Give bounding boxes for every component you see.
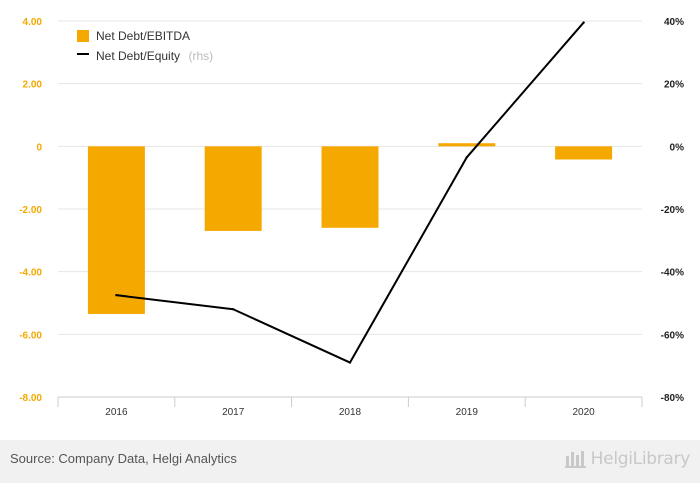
right-tick-label: 40% xyxy=(664,17,684,28)
library-icon xyxy=(564,451,586,468)
right-tick-label: -60% xyxy=(661,330,684,341)
helgi-library-logo[interactable]: HelgiLibrary xyxy=(564,449,691,469)
x-tick-label: 2019 xyxy=(456,407,479,418)
right-tick-label: -80% xyxy=(661,393,684,404)
left-tick-label: -6.00 xyxy=(19,330,42,341)
bar-2016 xyxy=(87,146,145,314)
combo-chart: 4.00 2.00 0 -2.00 -4.00 -6.00 -8.00 40% 20% 0% -2… xyxy=(19,17,684,418)
line-point-2017 xyxy=(232,308,235,311)
left-tick-label: 4.00 xyxy=(23,17,43,28)
right-tick-label: 0% xyxy=(670,142,685,153)
bar-2018 xyxy=(321,146,379,228)
line-series xyxy=(115,21,585,364)
right-tick-label: 20% xyxy=(664,80,684,91)
x-tick-label: 2020 xyxy=(572,407,595,418)
left-tick-label: -8.00 xyxy=(19,393,42,404)
source-note: Source: Company Data, Helgi Analytics xyxy=(10,451,237,466)
legend: Net Debt/EBITDA Net Debt/Equity (rhs) xyxy=(77,29,213,64)
left-tick-label: -2.00 xyxy=(19,205,42,216)
x-axis: 2016 2017 2018 2019 2020 xyxy=(57,396,643,418)
right-tick-label: -20% xyxy=(661,205,684,216)
left-tick-label: 2.00 xyxy=(23,80,43,91)
legend-line-label: Net Debt/Equity (rhs) xyxy=(96,47,213,64)
line-point-2016 xyxy=(115,293,118,297)
logo-text: HelgiLibrary xyxy=(590,449,691,469)
legend-bar-label: Net Debt/EBITDA xyxy=(96,29,190,43)
right-axis: 40% 20% 0% -20% -40% -60% -80% xyxy=(661,17,684,404)
line-point-2019 xyxy=(465,156,468,159)
right-tick-label: -40% xyxy=(661,268,684,279)
bar-series xyxy=(87,143,613,314)
bar-2020 xyxy=(555,146,613,160)
x-tick-label: 2018 xyxy=(339,407,362,418)
left-axis: 4.00 2.00 0 -2.00 -4.00 -6.00 -8.00 xyxy=(19,17,42,404)
left-tick-label: -4.00 xyxy=(19,268,42,279)
bar-2017 xyxy=(204,146,262,231)
line-point-2018 xyxy=(348,361,352,364)
bar-2019 xyxy=(438,143,496,147)
x-tick-label: 2017 xyxy=(222,407,245,418)
footer: Source: Company Data, Helgi Analytics He… xyxy=(0,440,700,483)
line-point-2020 xyxy=(582,21,585,24)
left-tick-label: 0 xyxy=(36,142,42,153)
x-tick-label: 2016 xyxy=(105,407,128,418)
legend-bar-swatch xyxy=(77,30,89,42)
